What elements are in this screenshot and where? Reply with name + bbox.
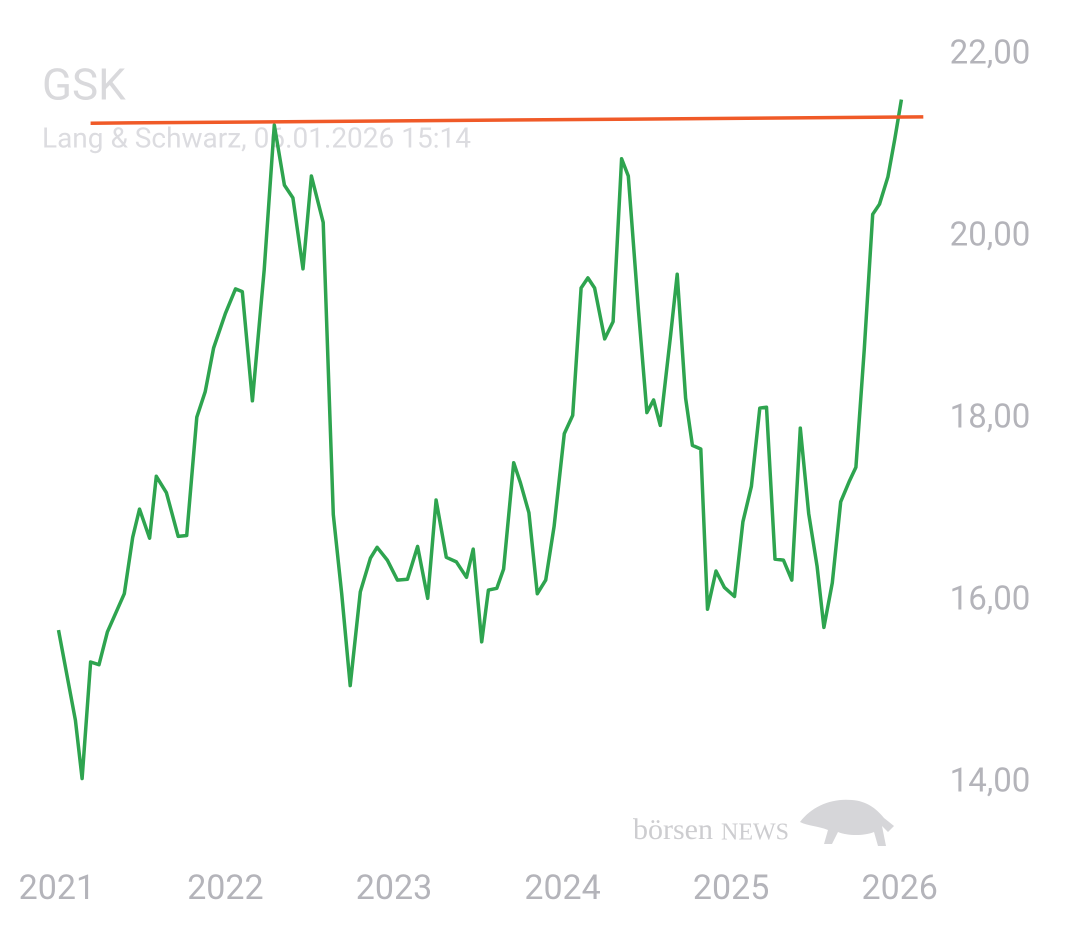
x-tick-label: 2026 xyxy=(861,868,937,908)
x-tick-label: 2024 xyxy=(524,868,600,908)
x-tick-label: 2025 xyxy=(693,868,769,908)
watermark-text: börsen xyxy=(633,813,713,846)
chart-subtitle: Lang & Schwarz, 06.01.2026 15:14 xyxy=(42,121,471,154)
watermark: börsen NEWS xyxy=(633,799,894,846)
y-tick-label: 22,00 xyxy=(950,34,1031,73)
y-tick-label: 20,00 xyxy=(950,216,1031,255)
x-tick-label: 2021 xyxy=(19,868,95,908)
x-tick-label: 2023 xyxy=(356,868,432,908)
y-tick-label: 14,00 xyxy=(950,762,1031,801)
watermark-text: NEWS xyxy=(721,820,789,846)
price-line xyxy=(56,99,904,781)
x-tick-label: 2022 xyxy=(187,868,263,908)
reference-line xyxy=(90,115,924,125)
chart-title: GSK xyxy=(42,59,126,111)
y-tick-label: 16,00 xyxy=(950,580,1031,619)
watermark-bull xyxy=(800,799,894,846)
y-tick-label: 18,00 xyxy=(950,398,1031,437)
